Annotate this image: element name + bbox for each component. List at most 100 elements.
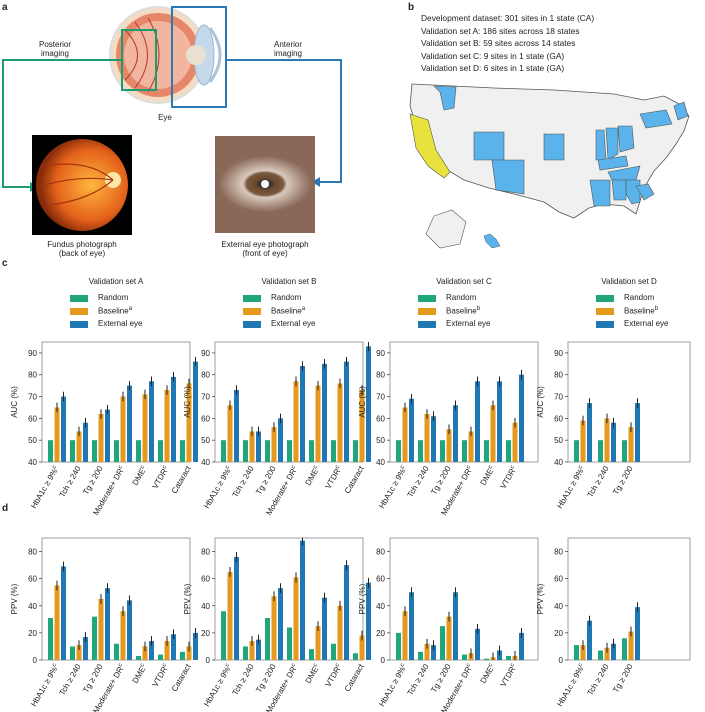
x-tick-label: Tch ≥ 240 [406, 464, 431, 499]
bar [271, 427, 277, 462]
bar [490, 405, 496, 462]
legend-label: Random [624, 293, 655, 302]
y-axis-label: PPV (%) [10, 583, 19, 614]
bar [587, 620, 592, 660]
x-tick-label: Tch ≥ 240 [406, 662, 431, 697]
bar [453, 592, 458, 660]
bar [243, 440, 248, 462]
bar [424, 643, 430, 660]
bar [186, 383, 192, 462]
bar [315, 385, 321, 462]
bar [628, 631, 634, 660]
bar [409, 592, 414, 660]
legend-label: External eye [271, 319, 316, 328]
y-tick-label: 80 [554, 548, 563, 557]
development-state-ca [409, 113, 451, 179]
bar [287, 627, 292, 660]
y-tick-label: 0 [381, 656, 386, 665]
bar [92, 440, 97, 462]
legend-swatch [596, 295, 614, 302]
x-tick-label: Cataract [343, 662, 366, 693]
legend-swatch [243, 295, 261, 302]
bar [353, 440, 358, 462]
x-tick-label: DMEc [479, 663, 497, 685]
posterior-imaging-label: Posterior imaging [38, 40, 71, 58]
bar [344, 565, 349, 660]
bar [243, 646, 248, 660]
hawaii [483, 233, 501, 249]
chart-title: Validation set B [261, 277, 317, 286]
x-tick-label: VTDRc [499, 663, 519, 689]
y-tick-label: 40 [554, 602, 563, 611]
bar [446, 616, 452, 660]
bar [105, 588, 110, 660]
y-tick-label: 70 [201, 393, 210, 402]
x-tick-label: Tch ≥ 240 [231, 464, 256, 499]
bar [331, 440, 336, 462]
x-tick-label: HbA1c ≥ 9%c [29, 663, 61, 709]
legend-swatch [418, 321, 436, 328]
bar [635, 403, 640, 462]
legend-label: Baselinea [98, 306, 133, 316]
legend-label: External eye [98, 319, 143, 328]
chart-title: Validation set D [601, 277, 657, 286]
bar [120, 396, 126, 462]
bar [278, 418, 283, 462]
bar [484, 440, 489, 462]
bar [462, 654, 467, 660]
x-tick-label: VTDRc [324, 465, 344, 491]
legend-label: Random [446, 293, 477, 302]
bar [114, 440, 119, 462]
bar [249, 431, 255, 462]
bar [127, 385, 132, 462]
bar [92, 616, 97, 660]
bar [506, 655, 511, 660]
y-tick-label: 0 [559, 656, 564, 665]
x-tick-label: Cataract [343, 464, 366, 495]
y-tick-label: 90 [376, 349, 385, 358]
bar [519, 374, 524, 462]
bar [587, 403, 592, 462]
bar [48, 440, 53, 462]
bar [265, 617, 270, 660]
anterior-imaging-label: Anterior imaging [273, 40, 302, 58]
y-tick-label: 40 [376, 602, 385, 611]
legend-label: Baselineb [624, 306, 659, 316]
bar [396, 632, 401, 660]
y-tick-label: 40 [28, 602, 37, 611]
panel-label-c: c [2, 258, 8, 269]
x-tick-label: HbA1c ≥ 9%c [29, 465, 61, 511]
bar [337, 383, 343, 462]
x-tick-label: HbA1c ≥ 9%c [555, 465, 587, 511]
x-tick-label: DMEc [304, 663, 322, 685]
bar [431, 416, 436, 462]
bar [628, 427, 634, 462]
y-tick-label: 60 [554, 414, 563, 423]
legend-label: External eye [624, 319, 669, 328]
y-tick-label: 0 [206, 656, 211, 665]
bar [446, 429, 452, 462]
legend-swatch [70, 321, 88, 328]
y-tick-label: 40 [201, 458, 210, 467]
y-tick-label: 90 [28, 349, 37, 358]
y-axis-label: AUC (%) [536, 386, 545, 418]
dataset-line: Validation set D: 6 sites in 1 state (GA… [421, 63, 565, 73]
eye-label: Eye [158, 113, 172, 122]
y-tick-label: 80 [376, 371, 385, 380]
bar [98, 599, 104, 660]
panel-label-b: b [408, 2, 415, 13]
bar [98, 414, 104, 462]
bar [149, 641, 154, 660]
x-tick-label: DMEc [131, 663, 149, 685]
bar [61, 396, 66, 462]
y-tick-label: 20 [376, 629, 385, 638]
bar [164, 641, 170, 660]
bar [76, 645, 82, 660]
bar [359, 390, 365, 462]
bar [402, 407, 408, 462]
y-tick-label: 70 [28, 393, 37, 402]
y-tick-label: 60 [201, 575, 210, 584]
legend-label: Random [98, 293, 129, 302]
y-axis-label: PPV (%) [358, 583, 367, 614]
x-tick-label: DMEc [479, 465, 497, 487]
